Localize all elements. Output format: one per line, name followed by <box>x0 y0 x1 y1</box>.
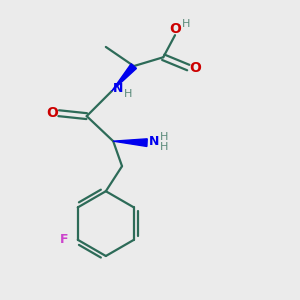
Polygon shape <box>113 139 147 146</box>
Polygon shape <box>112 64 136 91</box>
Text: O: O <box>46 106 58 120</box>
Text: O: O <box>189 61 201 75</box>
Text: O: O <box>169 22 181 36</box>
Text: N: N <box>148 135 159 148</box>
Text: H: H <box>182 19 190 29</box>
Text: H: H <box>159 142 168 152</box>
Text: F: F <box>60 233 68 246</box>
Text: H: H <box>159 132 168 142</box>
Text: H: H <box>124 89 133 99</box>
Text: N: N <box>113 82 124 95</box>
